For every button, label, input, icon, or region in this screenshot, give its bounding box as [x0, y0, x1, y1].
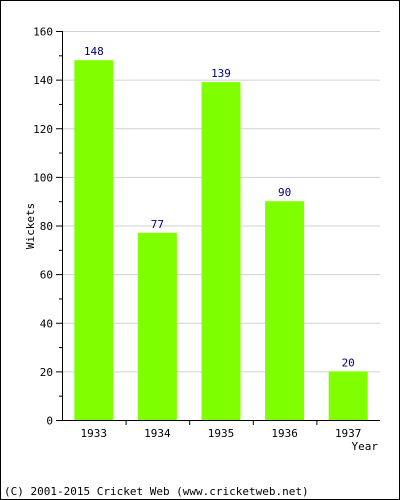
- axes: [62, 31, 380, 421]
- y-tick-label: 80: [40, 220, 53, 233]
- x-tick-label-1936: 1936: [271, 427, 298, 440]
- bar-1937: [328, 371, 368, 420]
- bars: [74, 60, 368, 420]
- y-tick-label: 140: [33, 74, 53, 87]
- x-tick-label-1934: 1934: [144, 427, 171, 440]
- y-tick-label: 0: [46, 415, 53, 428]
- bar-1934: [137, 232, 177, 420]
- y-axis-label: Wickets: [24, 203, 37, 249]
- y-tick-label: 20: [40, 366, 53, 379]
- data-label-1934: 77: [151, 218, 164, 231]
- data-labels: 148 77 139 90 20: [84, 45, 355, 369]
- y-tick-label: 60: [40, 269, 53, 282]
- bar-1933: [74, 60, 114, 420]
- copyright-footer: (C) 2001-2015 Cricket Web (www.cricketwe…: [4, 485, 309, 498]
- y-tick-label: 40: [40, 317, 53, 330]
- x-axis-ticks: 1933 1934 1935 1936 1937: [81, 420, 362, 440]
- data-label-1933: 148: [84, 45, 104, 58]
- y-tick-label: 100: [33, 171, 53, 184]
- data-label-1935: 139: [211, 67, 231, 80]
- x-tick-label-1935: 1935: [208, 427, 235, 440]
- y-tick-label: 160: [33, 26, 53, 39]
- y-axis-ticks: 0 20 40 60 80 100 120 140 160: [33, 26, 62, 428]
- x-tick-label-1933: 1933: [81, 427, 108, 440]
- bar-1936: [265, 201, 305, 420]
- data-label-1936: 90: [278, 186, 291, 199]
- x-axis-label: Year: [352, 440, 379, 453]
- bar-1935: [201, 82, 241, 420]
- y-tick-label: 120: [33, 123, 53, 136]
- data-label-1937: 20: [342, 356, 355, 369]
- x-tick-label-1937: 1937: [335, 427, 362, 440]
